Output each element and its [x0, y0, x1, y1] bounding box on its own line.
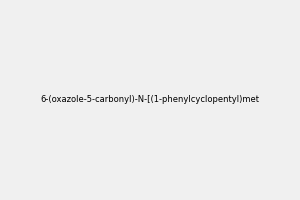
Text: 6-(oxazole-5-carbonyl)-N-[(1-phenylcyclopentyl)met: 6-(oxazole-5-carbonyl)-N-[(1-phenylcyclo…: [40, 96, 260, 104]
